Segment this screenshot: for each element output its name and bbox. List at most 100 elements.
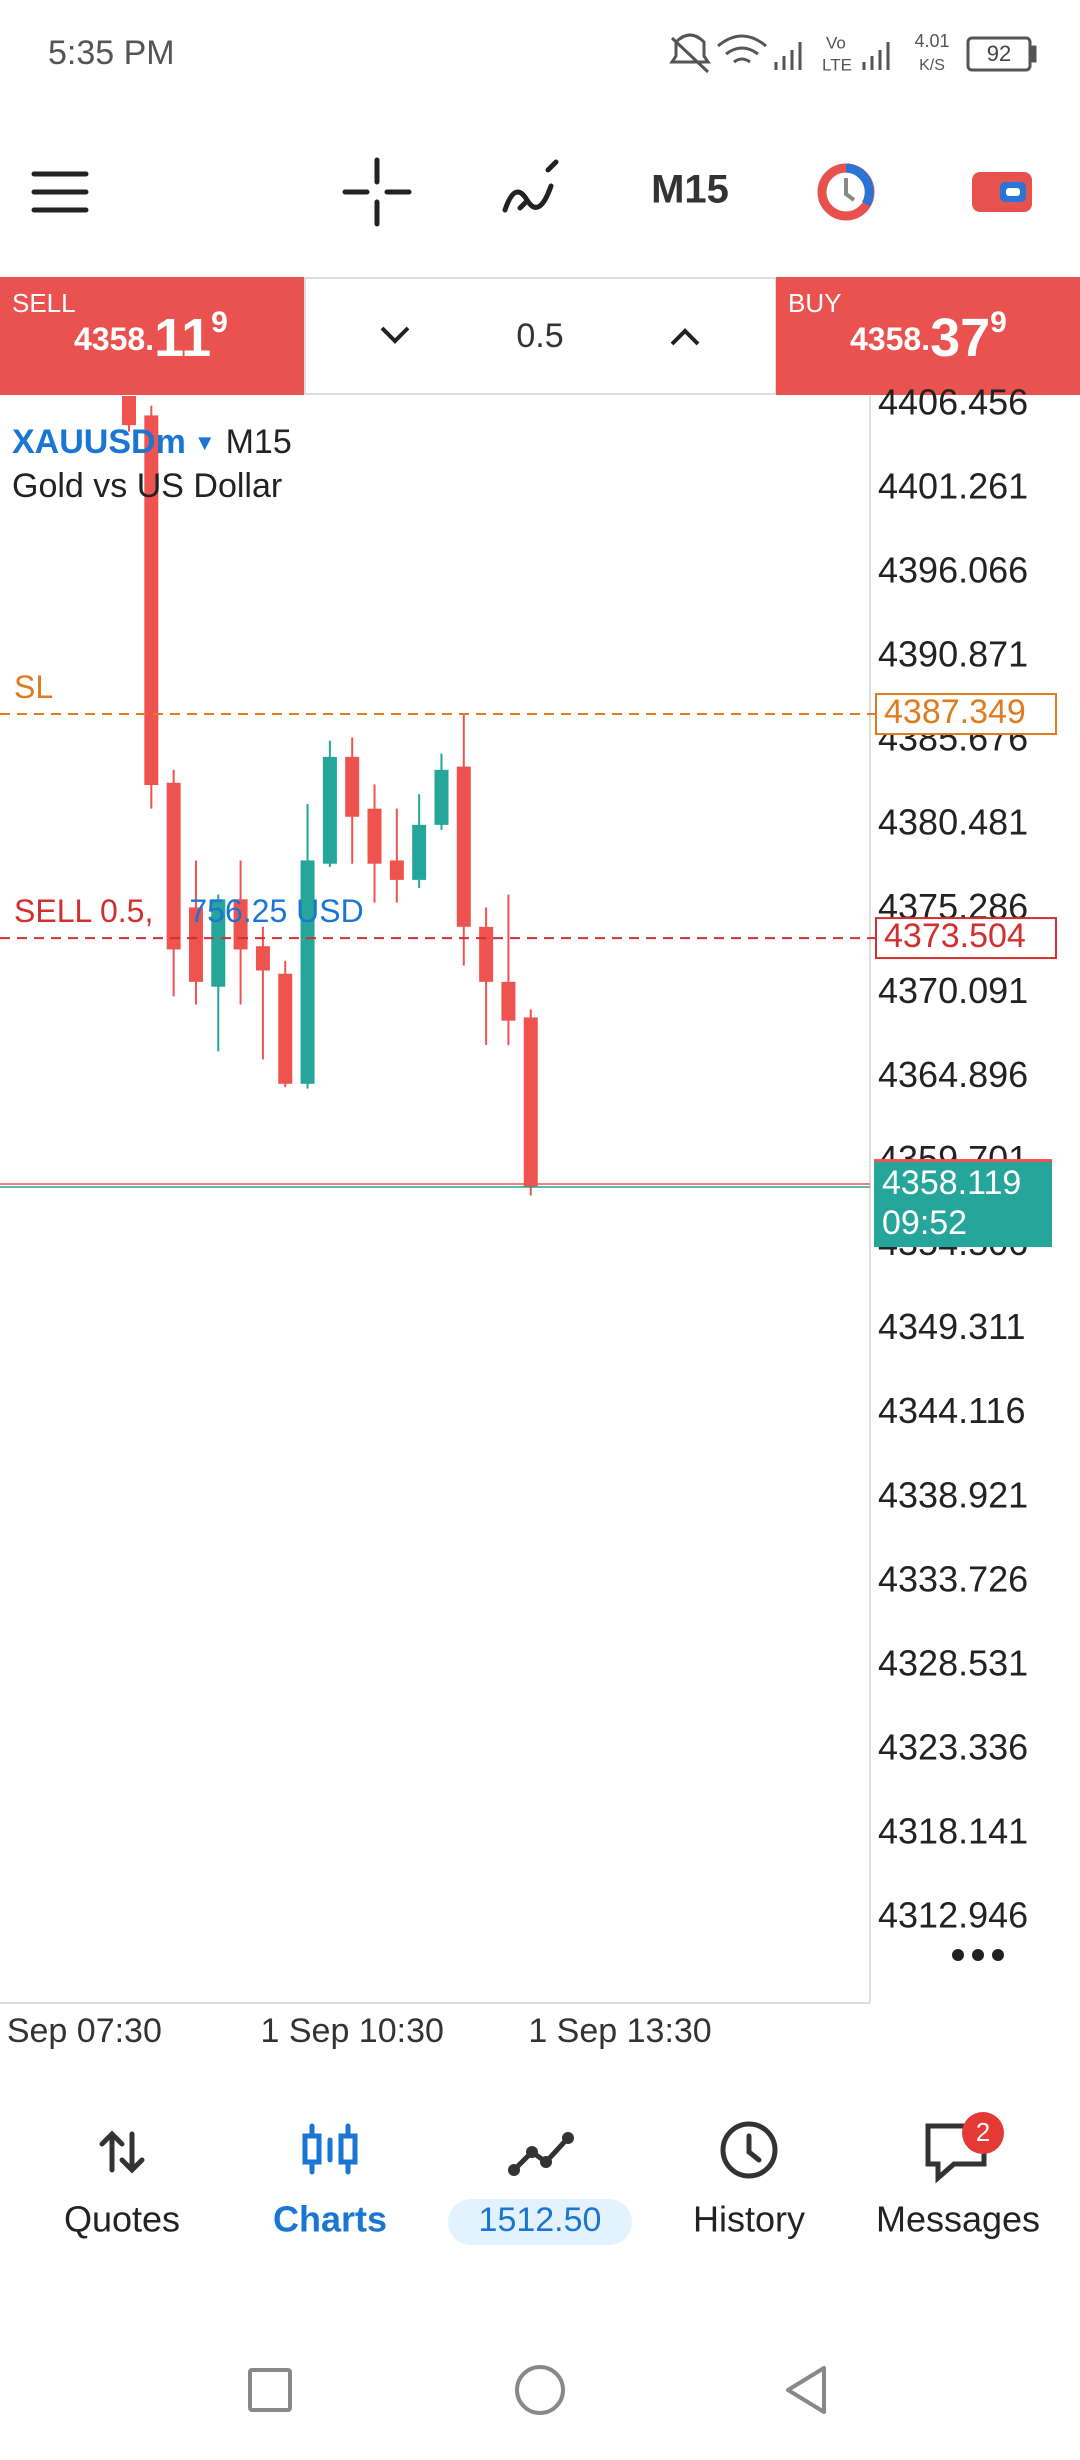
- candle-body: [523, 1017, 538, 1188]
- trade-toggle-button[interactable]: [972, 172, 1032, 212]
- volume-down[interactable]: [380, 326, 410, 344]
- nav-quotes[interactable]: Quotes: [64, 2199, 180, 2240]
- candles: [122, 396, 538, 1196]
- quotes-icon: [99, 2130, 145, 2174]
- y-tick-label: 4318.141: [878, 1811, 1028, 1852]
- buy-label: BUY: [788, 288, 841, 318]
- home-button[interactable]: [515, 2365, 565, 2415]
- price-box-top: [874, 1159, 1052, 1163]
- crosshair-button[interactable]: [342, 157, 412, 227]
- y-tick-label: 4344.116: [878, 1390, 1025, 1431]
- current-price: 4358.119: [882, 1164, 1021, 1202]
- battery-tip: [1029, 45, 1037, 63]
- candle-body: [144, 415, 159, 786]
- sell-price-main: 4358.: [74, 321, 154, 357]
- back-button[interactable]: [786, 2366, 826, 2414]
- buy-price-sup: 9: [990, 306, 1007, 339]
- y-tick-label: 4364.896: [878, 1054, 1028, 1095]
- mute-slash: [670, 36, 710, 74]
- level-price: 4387.349: [884, 693, 1026, 731]
- candle-body: [434, 769, 449, 825]
- y-tick-label: 4312.946: [878, 1895, 1028, 1936]
- level-label: SL: [14, 669, 53, 705]
- candle-body: [188, 907, 203, 982]
- candle-body: [278, 973, 293, 1084]
- nav-history[interactable]: History: [693, 2199, 805, 2240]
- level-box: [875, 917, 1057, 960]
- level-box: [875, 693, 1057, 736]
- history-icon: [720, 2121, 778, 2179]
- candle-body: [211, 899, 226, 987]
- candle-body: [479, 926, 494, 982]
- level-profit: 756.25 USD: [189, 894, 363, 930]
- price-box: [874, 1161, 1052, 1248]
- indicators-button[interactable]: [502, 159, 559, 213]
- buy-price-main: 4358.: [850, 321, 930, 357]
- x-tick-label: 1 Sep 10:30: [261, 2012, 444, 2050]
- y-tick-label: 4390.871: [878, 634, 1028, 675]
- timeframe-button[interactable]: M15: [651, 168, 729, 212]
- volume[interactable]: 0.5: [516, 317, 563, 355]
- sell-price: 4358.119: [74, 306, 228, 368]
- nav-icons: [99, 2121, 987, 2184]
- y-tick-label: 4401.261: [878, 465, 1028, 506]
- battery-level: 92: [987, 41, 1011, 66]
- candle-body: [501, 981, 516, 1021]
- speed-unit: K/S: [919, 57, 945, 74]
- signal-icon: [774, 42, 802, 70]
- sell-price-sup: 9: [211, 306, 228, 339]
- candle-body: [122, 396, 137, 426]
- clock-hand: [844, 178, 856, 202]
- clock-button[interactable]: [817, 163, 875, 221]
- countdown: 09:52: [882, 1204, 967, 1242]
- dot: [952, 1949, 964, 1961]
- charts-icon: [302, 2123, 358, 2175]
- buy-price: 4358.379: [850, 306, 1007, 368]
- nav-messages[interactable]: Messages: [876, 2199, 1040, 2240]
- more-button[interactable]: [952, 1949, 1004, 1961]
- candle-body: [255, 946, 270, 971]
- level-name: SELL 0.5,: [14, 894, 153, 930]
- chart-symbol[interactable]: XAUUSDm: [12, 423, 186, 461]
- network-top: Vo: [826, 33, 846, 52]
- badge-count: 2: [976, 2117, 990, 2147]
- buy-button[interactable]: BUY 4358.379: [776, 277, 1080, 395]
- candle-body: [345, 756, 360, 817]
- chart-symbol-line: XAUUSDm ▼ M15: [12, 423, 292, 461]
- y-tick-label: 4370.091: [878, 970, 1028, 1011]
- trade-icon: [511, 2135, 571, 2173]
- recents-button[interactable]: [248, 2368, 292, 2412]
- clock-arc: [845, 163, 874, 207]
- chart-timeframe: M15: [226, 423, 292, 461]
- level-price: 4373.504: [884, 917, 1026, 955]
- candle-body: [233, 899, 248, 950]
- dot: [972, 1949, 984, 1961]
- nav-charts[interactable]: Charts: [273, 2199, 387, 2240]
- y-tick-label: 4328.531: [878, 1642, 1028, 1683]
- network-bottom: LTE: [822, 55, 852, 74]
- mute-icon: [669, 33, 711, 64]
- volume-panel: [304, 277, 777, 395]
- volume-up[interactable]: [670, 328, 700, 346]
- dot: [992, 1949, 1004, 1961]
- speed: 4.01: [914, 31, 949, 51]
- y-tick-label: 4406.456: [878, 381, 1028, 422]
- history-hand: [746, 2133, 762, 2163]
- nav-trade[interactable]: 1512.50: [479, 2201, 602, 2239]
- status-icons: [669, 33, 1037, 74]
- toolbar-icons: [31, 157, 559, 227]
- candle-body: [412, 824, 427, 880]
- candle-body: [322, 756, 337, 864]
- candle-body: [389, 860, 404, 880]
- signal-icon-2: [862, 42, 890, 70]
- level-label: SELL 0.5, 756.25 USD: [14, 894, 364, 930]
- sell-bg: [0, 277, 305, 395]
- candle-body: [166, 782, 181, 950]
- sell-button[interactable]: SELL 4358.119: [0, 277, 305, 395]
- menu-button[interactable]: [31, 171, 89, 213]
- y-tick-label: 4380.481: [878, 802, 1028, 843]
- y-tick-label: 4323.336: [878, 1726, 1028, 1767]
- x-tick-label: Sep 07:30: [7, 2012, 162, 2050]
- symbol-dropdown[interactable]: ▼: [194, 430, 216, 455]
